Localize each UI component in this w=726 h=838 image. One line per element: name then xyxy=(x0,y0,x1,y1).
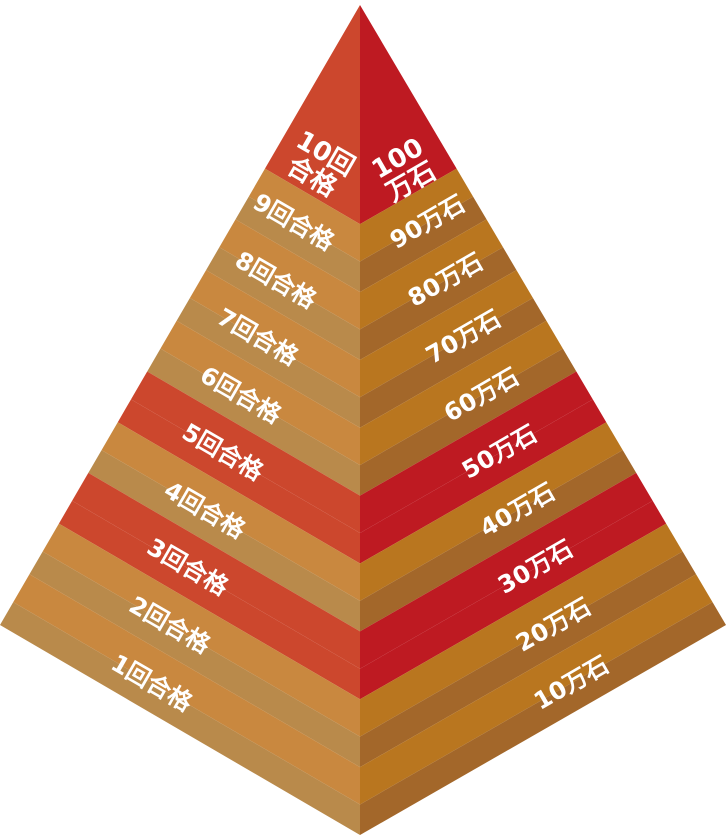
left-face-band xyxy=(101,422,361,601)
right-face-band xyxy=(360,422,623,601)
left-face-shade xyxy=(176,297,360,428)
right-face-shade xyxy=(360,450,637,632)
left-face-band xyxy=(219,219,360,330)
left-face-shade xyxy=(58,500,360,700)
right-face-shade xyxy=(360,297,547,428)
left-face-band xyxy=(189,270,360,398)
left-face-band xyxy=(42,523,361,737)
left-face-shade xyxy=(147,348,360,496)
right-face-shade xyxy=(360,500,667,700)
left-face-shade xyxy=(29,551,360,768)
right-face-band xyxy=(360,219,504,330)
right-face-band xyxy=(360,168,474,262)
right-face-band xyxy=(360,270,533,398)
right-face-band xyxy=(360,371,593,533)
right-face-shade xyxy=(360,399,607,564)
left-face-shade xyxy=(0,602,360,835)
left-face-band xyxy=(72,472,361,669)
left-face-shade xyxy=(206,247,360,360)
right-face-band xyxy=(360,472,653,669)
left-face-band xyxy=(160,320,360,466)
right-face-shade xyxy=(360,551,697,768)
left-face-shade xyxy=(117,399,360,564)
left-face-band xyxy=(248,168,360,262)
right-face-shade xyxy=(360,196,487,292)
right-face-shade xyxy=(360,348,577,496)
right-face-band xyxy=(360,320,563,466)
right-face-band xyxy=(360,574,713,805)
left-face-shade xyxy=(235,196,360,292)
left-face-band xyxy=(264,5,360,225)
right-face-shade xyxy=(360,247,517,360)
right-face-shade xyxy=(360,602,726,835)
left-face-band xyxy=(13,574,361,805)
right-face-band xyxy=(360,523,683,737)
right-face-band xyxy=(360,5,457,225)
left-face-band xyxy=(131,371,360,533)
left-face-shade xyxy=(88,450,360,632)
